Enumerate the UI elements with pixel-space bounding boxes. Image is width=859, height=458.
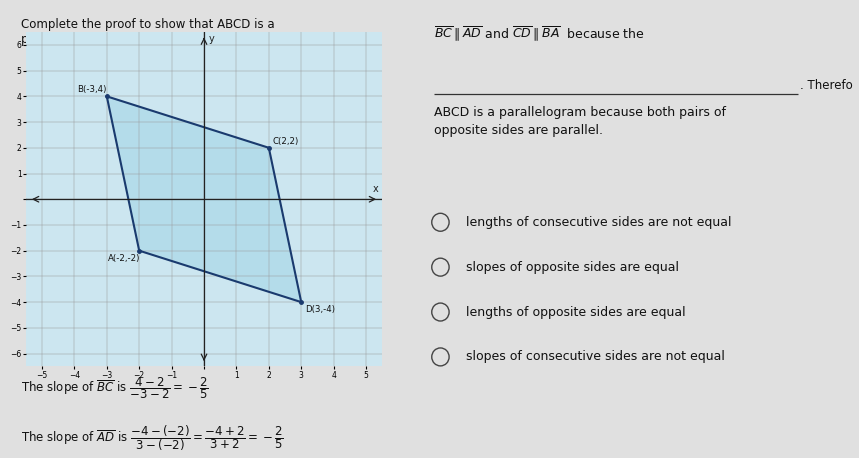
Polygon shape <box>107 96 302 302</box>
Text: B(-3,4): B(-3,4) <box>77 86 107 94</box>
Text: lengths of opposite sides are equal: lengths of opposite sides are equal <box>466 305 686 318</box>
Text: The slope of $\overline{AD}$ is $\dfrac{-4-(-2)}{3-(-2)} = \dfrac{-4+2}{3+2} = -: The slope of $\overline{AD}$ is $\dfrac{… <box>21 423 283 453</box>
Text: slopes of consecutive sides are not equal: slopes of consecutive sides are not equa… <box>466 350 725 363</box>
Text: The slope of $\overline{BC}$ is $\dfrac{4-2}{-3-2} = -\dfrac{2}{5}$: The slope of $\overline{BC}$ is $\dfrac{… <box>21 376 209 401</box>
Text: Complete the proof to show that ABCD is a
parallelogram.: Complete the proof to show that ABCD is … <box>21 18 274 46</box>
Text: lengths of consecutive sides are not equal: lengths of consecutive sides are not equ… <box>466 216 732 229</box>
Text: x: x <box>373 184 378 194</box>
Text: ABCD is a parallelogram because both pairs of
opposite sides are parallel.: ABCD is a parallelogram because both pai… <box>434 105 726 136</box>
Text: . Therefo: . Therefo <box>801 79 853 92</box>
Text: slopes of opposite sides are equal: slopes of opposite sides are equal <box>466 261 679 273</box>
Text: D(3,-4): D(3,-4) <box>305 305 335 314</box>
Text: $\overline{BC} \parallel \overline{AD}$ and $\overline{CD} \parallel \overline{B: $\overline{BC} \parallel \overline{AD}$ … <box>434 25 645 44</box>
Text: C(2,2): C(2,2) <box>272 137 299 146</box>
Text: y: y <box>209 34 215 44</box>
Text: A(-2,-2): A(-2,-2) <box>108 254 141 263</box>
